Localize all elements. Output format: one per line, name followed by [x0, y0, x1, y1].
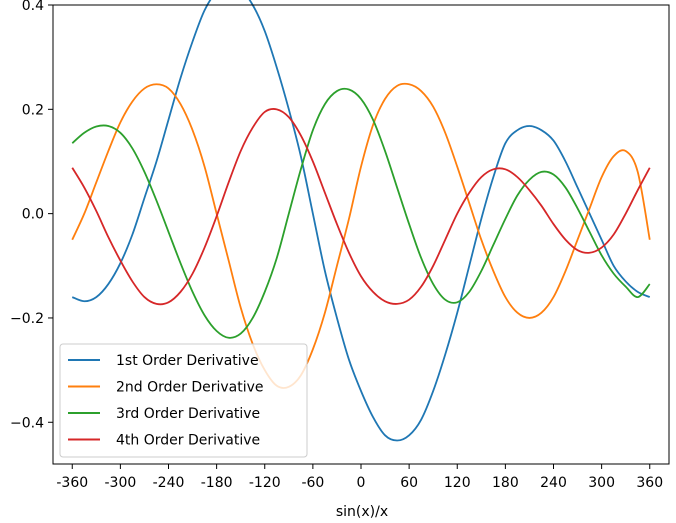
legend-label: 3rd Order Derivative: [116, 406, 260, 422]
x-tick-label: 60: [400, 475, 418, 491]
legend-label: 2nd Order Derivative: [116, 380, 264, 396]
x-tick-label: 120: [444, 475, 471, 491]
x-tick-label: -120: [249, 475, 281, 491]
series-line-1: [71, 0, 651, 442]
legend-box: [59, 343, 308, 458]
x-tick-label: -360: [56, 475, 88, 491]
x-tick-label: 300: [588, 475, 615, 491]
x-axis-ticks: -360 -300 -240 -180 -120 -60 0 60 120 180 240 300 36…: [56, 464, 663, 491]
y-tick-label: 0.4: [22, 0, 44, 14]
legend: 1st Order Derivative 2nd Order Derivative…: [59, 343, 308, 458]
x-axis-label: sin(x)/x: [336, 504, 388, 520]
y-tick-label: −0.2: [10, 311, 44, 327]
x-tick-label: -300: [104, 475, 136, 491]
legend-label: 4th Order Derivative: [116, 433, 260, 449]
legend-label: 1st Order Derivative: [116, 353, 259, 369]
y-tick-label: 0.2: [22, 102, 44, 118]
x-tick-label: 240: [540, 475, 567, 491]
x-tick-label: 180: [492, 475, 519, 491]
series-layer: [71, 0, 651, 442]
y-tick-label: −0.4: [10, 415, 44, 431]
series-line-3: [71, 87, 651, 339]
y-axis-ticks: −0.4 −0.2 0.0 0.2 0.4: [10, 0, 53, 431]
series-line-2: [71, 82, 651, 389]
x-tick-label: -60: [301, 475, 324, 491]
x-tick-label: 0: [357, 475, 366, 491]
y-tick-label: 0.0: [22, 207, 44, 223]
series-line-4: [71, 108, 651, 306]
x-tick-label: 360: [636, 475, 663, 491]
x-tick-label: -240: [153, 475, 185, 491]
x-tick-label: -180: [201, 475, 233, 491]
